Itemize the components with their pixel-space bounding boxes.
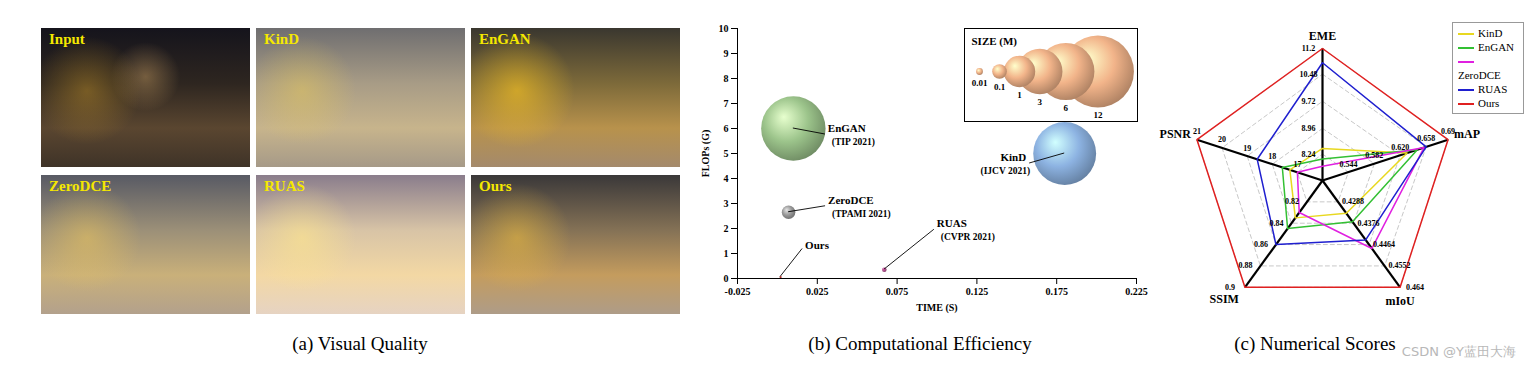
svg-text:11.2: 11.2	[1302, 44, 1316, 53]
svg-text:RUAS: RUAS	[937, 217, 967, 229]
svg-text:0.86: 0.86	[1254, 240, 1268, 249]
svg-text:0.464: 0.464	[1406, 283, 1424, 292]
svg-text:6: 6	[724, 123, 729, 134]
html-text:ZeroDCE: ZeroDCE	[1458, 69, 1501, 81]
svg-text:9.72: 9.72	[1302, 97, 1316, 106]
svg-text:21: 21	[1193, 127, 1201, 136]
svg-text:0.4288: 0.4288	[1342, 197, 1364, 206]
svg-text:0.225: 0.225	[1125, 286, 1148, 297]
svg-text:8.24: 8.24	[1302, 150, 1316, 159]
svg-text:1: 1	[724, 248, 729, 259]
svg-text:KinD: KinD	[1000, 151, 1026, 163]
html-text:RUAS: RUAS	[264, 178, 305, 194]
svg-text:0: 0	[724, 273, 729, 284]
svg-text:0.175: 0.175	[1045, 286, 1068, 297]
svg-text:0.025: 0.025	[806, 286, 829, 297]
svg-text:0.582: 0.582	[1365, 151, 1383, 160]
svg-text:19: 19	[1243, 144, 1251, 153]
svg-text:(IJCV 2021): (IJCV 2021)	[980, 166, 1030, 177]
svg-text:18: 18	[1268, 152, 1276, 161]
html-text:EnGAN: EnGAN	[479, 31, 531, 47]
html-text:(b) Computational Efficiency: (b) Computational Efficiency	[808, 333, 1032, 354]
html-text:Input: Input	[49, 31, 85, 47]
svg-text:1: 1	[1017, 90, 1022, 100]
svg-text:EnGAN: EnGAN	[828, 122, 866, 134]
svg-text:8.96: 8.96	[1302, 124, 1316, 133]
svg-text:2: 2	[724, 223, 729, 234]
svg-text:EME: EME	[1309, 29, 1336, 43]
svg-text:(TIP 2021): (TIP 2021)	[832, 137, 875, 148]
svg-text:8: 8	[724, 73, 729, 84]
svg-text:mIoU: mIoU	[1385, 294, 1415, 308]
svg-text:0.9: 0.9	[1225, 283, 1235, 292]
svg-text:PSNR: PSNR	[1160, 127, 1192, 141]
html-text:(c) Numerical Scores CSDN @Y蓝田: (c) Numerical Scores CSDN @Y蓝田大海	[1234, 333, 1516, 359]
svg-text:0.82: 0.82	[1285, 197, 1299, 206]
svg-text:TIME (S): TIME (S)	[916, 302, 957, 314]
html-text:(a) Visual Quality: (a) Visual Quality	[292, 333, 428, 354]
svg-text:5: 5	[724, 148, 729, 159]
svg-text:-0.025: -0.025	[725, 286, 751, 297]
svg-text:7: 7	[724, 98, 729, 109]
html-text:RUAS: RUAS	[1478, 83, 1508, 95]
svg-text:0.4376: 0.4376	[1358, 219, 1380, 228]
svg-text:0.544: 0.544	[1339, 160, 1357, 169]
svg-text:0.658: 0.658	[1417, 134, 1435, 143]
svg-text:12: 12	[1093, 110, 1103, 120]
svg-text:3: 3	[1038, 97, 1043, 107]
html-text:KinD: KinD	[264, 31, 299, 47]
svg-text:SSIM: SSIM	[1210, 292, 1239, 306]
svg-text:3: 3	[724, 198, 729, 209]
svg-text:0.125: 0.125	[966, 286, 989, 297]
svg-text:0.075: 0.075	[886, 286, 909, 297]
svg-text:mAP: mAP	[1454, 127, 1480, 141]
svg-text:0.4464: 0.4464	[1373, 240, 1395, 249]
svg-text:0.1: 0.1	[994, 82, 1006, 92]
html-text:Ours: Ours	[1478, 97, 1500, 109]
svg-text:Ours: Ours	[805, 239, 830, 251]
svg-text:0.69: 0.69	[1441, 127, 1455, 136]
svg-text:10: 10	[719, 23, 729, 34]
svg-text:9: 9	[724, 48, 729, 59]
html-text:KinD: KinD	[1478, 27, 1503, 39]
svg-text:0.4552: 0.4552	[1389, 261, 1411, 270]
html-text:ZeroDCE: ZeroDCE	[49, 178, 112, 194]
html-text:EnGAN: EnGAN	[1478, 41, 1515, 53]
svg-text:(CVPR 2021): (CVPR 2021)	[941, 232, 995, 243]
svg-text:FLOPs (G): FLOPs (G)	[700, 130, 712, 178]
svg-text:6: 6	[1064, 103, 1069, 113]
svg-text:0.84: 0.84	[1269, 219, 1283, 228]
html-text:Ours: Ours	[479, 178, 512, 194]
svg-text:17: 17	[1293, 160, 1301, 169]
svg-text:0.620: 0.620	[1391, 143, 1409, 152]
svg-text:4: 4	[724, 173, 729, 184]
svg-text:ZeroDCE: ZeroDCE	[828, 194, 874, 206]
svg-text:20: 20	[1218, 135, 1226, 144]
svg-text:(TPAMI 2021): (TPAMI 2021)	[832, 209, 891, 220]
svg-text:0.88: 0.88	[1238, 261, 1252, 270]
svg-text:10.48: 10.48	[1300, 70, 1318, 79]
svg-text:SIZE (M): SIZE (M)	[972, 35, 1018, 48]
svg-text:0.01: 0.01	[972, 78, 988, 88]
